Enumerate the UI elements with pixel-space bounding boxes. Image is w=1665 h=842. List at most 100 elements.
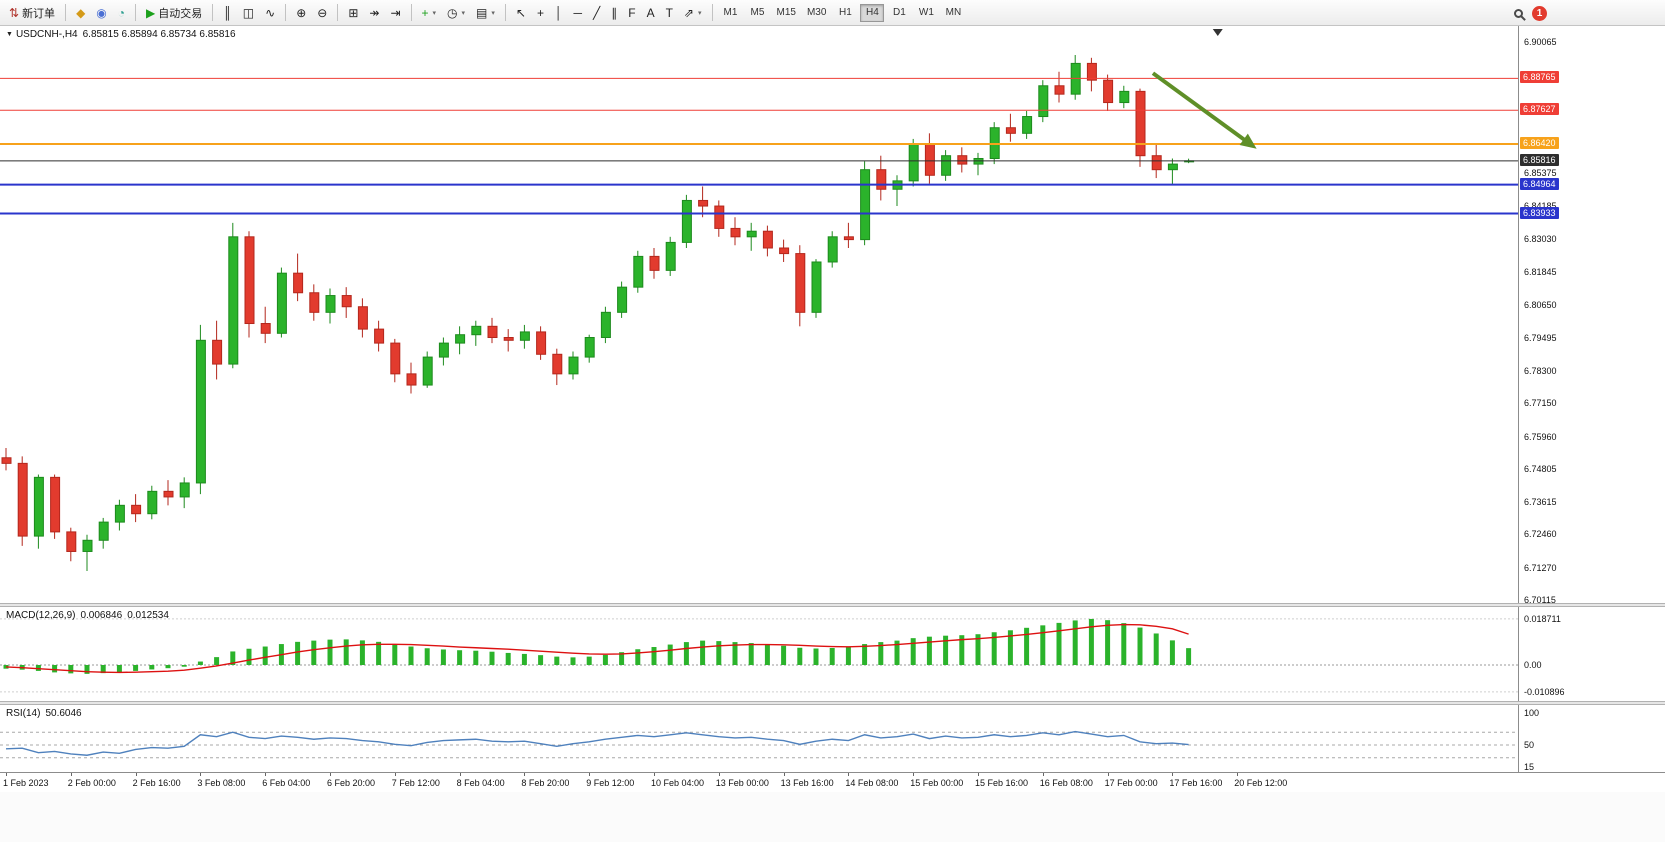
candlestick (438, 342, 449, 358)
time-axis-label: 15 Feb 16:00 (975, 778, 1029, 788)
dropdown-arrow-icon: ▾ (461, 9, 466, 17)
candlestick (131, 504, 142, 515)
chart-window-icon[interactable]: ◆ (71, 3, 90, 23)
macd-histogram-bar (845, 647, 851, 665)
notification-badge[interactable]: 1 (1532, 5, 1547, 21)
time-axis[interactable]: 1 Feb 2023 2 Feb 00:00 2 Feb 16:00 3 Feb 08… (0, 772, 1665, 792)
timeframe-h4[interactable]: H4 (860, 3, 885, 22)
candlestick (1086, 62, 1097, 81)
time-axis-label: 8 Feb 20:00 (521, 778, 570, 788)
timeframe-w1[interactable]: W1 (918, 7, 934, 18)
timeframe-mn[interactable]: MN (945, 7, 962, 18)
macd-histogram-bar (700, 640, 706, 665)
time-tick (783, 773, 785, 776)
cursor-icon: ↖ (515, 5, 526, 20)
candlestick-chart[interactable] (0, 26, 1518, 603)
candlestick (1135, 90, 1146, 157)
candlestick (762, 230, 773, 249)
line-chart-icon[interactable]: ∿ (260, 3, 280, 23)
chart-window-icon: ◆ (76, 5, 86, 20)
crosshair-icon[interactable]: + (532, 3, 549, 23)
timeframe-m15[interactable]: M15 (776, 7, 796, 18)
new-order-button[interactable]: ⇅ 新订单 (4, 3, 60, 23)
zoom-out-icon[interactable]: ⊖ (312, 3, 332, 23)
timeframe-h1[interactable]: H1 (839, 7, 852, 18)
label-icon[interactable]: T (661, 3, 678, 23)
text-icon[interactable]: A (642, 3, 660, 23)
toolbar-separator (504, 4, 506, 21)
indicators-add-icon: + (421, 5, 429, 20)
candlestick-chart-icon[interactable]: ◫ (238, 3, 259, 23)
vertical-line-icon: │ (554, 5, 563, 20)
fibonacci-icon: F (628, 5, 636, 20)
panel-splitter[interactable] (0, 701, 1665, 705)
macd-histogram-bar (489, 651, 495, 665)
candlestick (843, 236, 854, 241)
candlestick (276, 272, 287, 334)
channel-icon[interactable]: ∥ (606, 3, 622, 23)
time-tick (913, 773, 915, 776)
templates-icon[interactable]: ▤ ▾ (471, 3, 500, 23)
macd-panel[interactable]: MACD(12,26,9) 0.006846 0.012534 0.018711 0.… (0, 607, 1665, 701)
line-chart-icon: ∿ (265, 5, 276, 20)
candlestick (1, 457, 12, 464)
fibonacci-icon[interactable]: F (623, 3, 640, 23)
rsi-axis[interactable]: 100 50 15 (1518, 705, 1665, 772)
chart-menu-icon[interactable]: ▼ (6, 31, 13, 38)
candlestick (195, 339, 206, 484)
main-chart-panel[interactable]: ▼ USDCNH-,H4 6.85815 6.85894 6.85734 6.858… (0, 26, 1665, 605)
macd-label: MACD(12,26,9) 0.006846 0.012534 (6, 610, 169, 621)
timeframe-m5[interactable]: M5 (750, 7, 765, 18)
timeframe-m30[interactable]: M30 (806, 7, 827, 18)
macd-histogram-bar (878, 642, 884, 665)
candlestick-chart-icon: ◫ (242, 5, 255, 20)
crosshair-icon: + (536, 5, 544, 20)
vertical-line-icon[interactable]: │ (550, 3, 568, 23)
tile-windows-icon[interactable]: ⊞ (343, 3, 363, 23)
candlestick (422, 356, 433, 386)
toolbar-group: + ▾ ◷ ▾ ▤ ▾ (417, 3, 500, 23)
time-axis-label: 16 Feb 08:00 (1039, 778, 1093, 788)
macd-histogram-bar (473, 650, 479, 665)
trend-arrow[interactable] (1151, 71, 1250, 145)
trend-arrow-head[interactable] (1239, 133, 1257, 149)
indicators-add-icon[interactable]: + ▾ (417, 3, 442, 23)
arrows-icon[interactable]: ⇗ ▾ (679, 3, 707, 23)
price-axis[interactable]: 6.90065 6.85375 6.84185 6.83030 6.81845 6.806… (1518, 26, 1665, 605)
horizontal-line-icon[interactable]: ─ (568, 3, 587, 23)
time-tick (1042, 773, 1044, 776)
macd-histogram-bar (1186, 648, 1192, 665)
search-icon[interactable] (1514, 8, 1523, 18)
price-tick-label: 6.79495 (1524, 332, 1557, 343)
zoom-in-icon[interactable]: ⊕ (291, 3, 311, 23)
candlestick (33, 476, 44, 537)
world-time-icon[interactable]: ◔ (113, 3, 130, 23)
trendline-icon[interactable]: ╱ (588, 3, 605, 23)
macd-histogram-bar (457, 650, 463, 665)
candlestick (114, 504, 125, 523)
auto-scroll-icon[interactable]: ↠ (364, 3, 384, 23)
time-tick (394, 773, 396, 776)
macd-axis[interactable]: 0.018711 0.00 -0.010896 (1518, 607, 1665, 701)
candlestick (374, 328, 385, 344)
bar-chart-icon[interactable]: ║ (218, 3, 237, 23)
price-tick-label: 6.84185 (1524, 201, 1557, 211)
chart-shift-icon[interactable]: ⇥ (385, 3, 405, 23)
autotrading-button[interactable]: ▶ 自动交易 (141, 3, 207, 23)
time-axis-label: 10 Feb 04:00 (651, 778, 705, 788)
time-tick (6, 773, 7, 776)
periods-icon[interactable]: ◷ ▾ (442, 3, 470, 23)
macd-histogram-bar (991, 632, 997, 665)
macd-histogram-bar (926, 636, 932, 665)
candlestick (811, 261, 822, 313)
time-axis-label: 6 Feb 04:00 (262, 778, 311, 788)
timeframe-m1[interactable]: M1 (723, 7, 738, 18)
panel-splitter[interactable] (0, 603, 1665, 607)
timeframe-d1[interactable]: D1 (893, 7, 906, 18)
rsi-panel[interactable]: RSI(14) 50.6046 100 50 15 (0, 705, 1665, 772)
chart-shift-icon: ⇥ (390, 5, 401, 20)
profile-icon[interactable]: ◉ (91, 3, 111, 23)
cursor-icon[interactable]: ↖ (511, 3, 531, 23)
macd-histogram-bar (1121, 623, 1127, 665)
chart-shift-marker[interactable] (1212, 29, 1223, 36)
